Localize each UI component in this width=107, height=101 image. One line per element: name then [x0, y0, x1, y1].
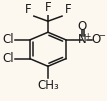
- Text: O: O: [78, 20, 87, 33]
- Text: +: +: [85, 32, 91, 41]
- Text: −: −: [98, 32, 105, 41]
- Text: N: N: [78, 33, 87, 46]
- Text: Cl: Cl: [2, 33, 14, 46]
- Text: O: O: [92, 33, 101, 46]
- Text: F: F: [45, 1, 51, 14]
- Text: Cl: Cl: [2, 52, 14, 65]
- Text: F: F: [25, 3, 31, 16]
- Text: F: F: [65, 3, 71, 16]
- Text: CH₃: CH₃: [37, 79, 59, 93]
